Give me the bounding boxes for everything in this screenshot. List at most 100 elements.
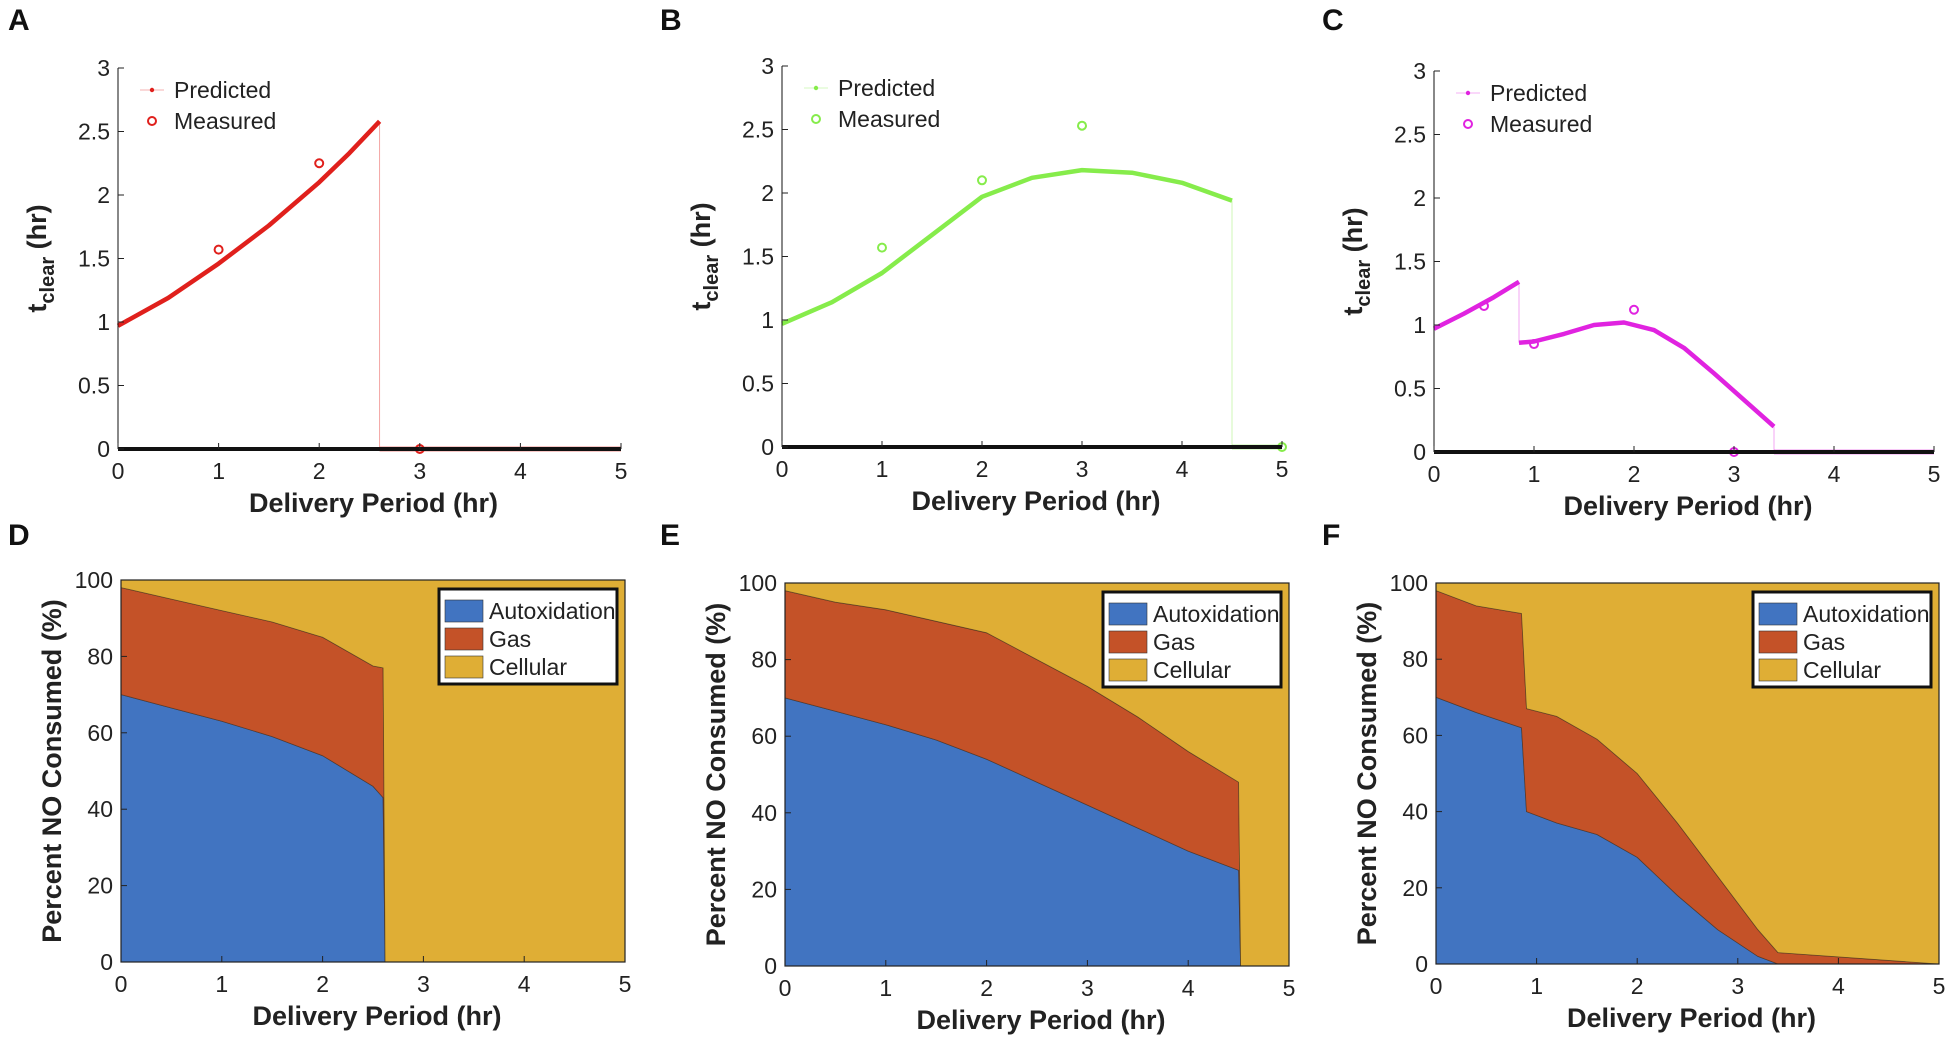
y-axis-title-unit: (hr)	[1338, 207, 1368, 259]
y-tick-label: 60	[87, 720, 113, 746]
x-tick-label: 4	[518, 971, 531, 997]
legend-swatch-autoxidation	[1758, 602, 1798, 626]
x-tick-label: 5	[1933, 973, 1946, 999]
measured-point	[1629, 304, 1639, 315]
legend-label-gas: Gas	[489, 626, 531, 652]
y-tick-label: 0	[1413, 439, 1426, 465]
legend-swatch-autoxidation	[1108, 602, 1148, 626]
x-tick-label: 0	[112, 458, 125, 484]
legend-label-measured: Measured	[1490, 111, 1592, 137]
y-tick-label: 3	[1413, 58, 1426, 84]
y-axis-title: tclear (hr)	[1338, 207, 1375, 315]
y-axis-title: tclear (hr)	[686, 202, 723, 310]
predicted-line	[1518, 320, 1776, 429]
x-tick-label: 3	[1728, 461, 1741, 487]
panel-letter: E	[660, 519, 680, 552]
x-axis-title: Delivery Period (hr)	[1563, 491, 1812, 521]
predicted-line	[1432, 279, 1521, 331]
predicted-line	[781, 167, 1233, 326]
x-tick-label: 5	[615, 458, 628, 484]
x-tick-label: 1	[1530, 973, 1543, 999]
y-axis-title-sub: clear	[37, 257, 59, 304]
measured-point	[1529, 339, 1539, 350]
panel-C: C Predicted Measured 0 1 2 3 4 5 0 0.5 1 1.5 2 2.5 3 Del…	[1322, 4, 1940, 521]
measured-point	[877, 242, 887, 253]
y-tick-label: 2	[97, 182, 110, 208]
y-tick-label: 3	[97, 55, 110, 81]
y-tick-label: 40	[1402, 799, 1428, 825]
predicted-line	[116, 119, 382, 328]
x-tick-label: 4	[514, 458, 527, 484]
legend-label-cellular: Cellular	[489, 654, 567, 680]
x-tick-label: 2	[980, 975, 993, 1001]
x-axis-title: Delivery Period (hr)	[916, 1005, 1165, 1035]
y-tick-label: 100	[739, 570, 777, 596]
y-axis-title: tclear (hr)	[22, 204, 59, 312]
y-tick-label: 20	[751, 876, 777, 902]
x-tick-label: 5	[1283, 975, 1296, 1001]
y-tick-label: 2	[1413, 185, 1426, 211]
y-tick-label: 2	[761, 180, 774, 206]
x-tick-label: 3	[1731, 973, 1744, 999]
measured-point	[314, 158, 325, 169]
x-tick-label: 3	[413, 458, 426, 484]
x-tick-label: 0	[779, 975, 792, 1001]
x-tick-label: 2	[316, 971, 329, 997]
x-tick-label: 5	[1928, 461, 1941, 487]
x-tick-label: 1	[215, 971, 228, 997]
legend-swatch-gas	[1108, 630, 1148, 654]
measured-point	[213, 244, 224, 255]
y-tick-label: 3	[761, 53, 774, 79]
panel-letter: D	[8, 519, 30, 552]
x-tick-label: 3	[417, 971, 430, 997]
y-tick-label: 40	[751, 800, 777, 826]
legend-marker-measured	[1463, 119, 1473, 129]
y-tick-label: 1	[761, 307, 774, 333]
y-tick-label: 0.5	[742, 371, 774, 397]
x-tick-label: 3	[1081, 975, 1094, 1001]
x-tick-label: 5	[619, 971, 632, 997]
x-tick-label: 4	[1832, 973, 1845, 999]
y-axis-title-main: t	[686, 302, 716, 311]
legend-marker-predicted	[1465, 90, 1471, 96]
legend-label-gas: Gas	[1153, 629, 1195, 655]
panel-letter: A	[8, 4, 30, 37]
legend-marker-measured	[811, 114, 821, 124]
x-tick-label: 1	[1528, 461, 1541, 487]
legend-label-predicted: Predicted	[174, 77, 271, 103]
x-tick-label: 2	[976, 456, 989, 482]
legend-swatch-cellular	[1758, 658, 1798, 682]
x-tick-label: 1	[212, 458, 225, 484]
y-axis-title-unit: (hr)	[686, 202, 716, 254]
y-tick-label: 1	[97, 309, 110, 335]
panel-A: A Predicted Measured 0 1 2 3 4 5 0 0.5 1 1.5 2 2.5 3 Del…	[8, 4, 627, 518]
legend-swatch-cellular	[1108, 658, 1148, 682]
y-tick-label: 1	[1413, 312, 1426, 338]
plot-frame	[120, 579, 626, 963]
y-axis-title: Percent NO Consumed (%)	[701, 603, 731, 947]
y-axis-title-unit: (hr)	[22, 204, 52, 256]
x-tick-label: 2	[313, 458, 326, 484]
y-tick-label: 2.5	[742, 117, 774, 143]
x-axis-title: Delivery Period (hr)	[1567, 1003, 1816, 1033]
x-tick-label: 4	[1828, 461, 1841, 487]
y-axis-title-sub: clear	[701, 255, 723, 302]
y-axis-title-sub: clear	[1353, 260, 1375, 307]
x-tick-label: 0	[1428, 461, 1441, 487]
plot-frame	[784, 582, 1290, 967]
legend-swatch-cellular	[444, 655, 484, 679]
x-tick-label: 4	[1176, 456, 1189, 482]
y-tick-label: 2.5	[1394, 122, 1426, 148]
y-axis-title: Percent NO Consumed (%)	[1352, 602, 1382, 946]
y-tick-label: 20	[87, 873, 113, 899]
x-tick-label: 1	[879, 975, 892, 1001]
legend-label-cellular: Cellular	[1803, 657, 1881, 683]
y-tick-label: 80	[87, 643, 113, 669]
panel-B: B Predicted Measured 0 1 2 3 4 5 0 0.5 1 1.5 2 2.5 3 Del…	[660, 4, 1288, 516]
y-tick-label: 0.5	[1394, 376, 1426, 402]
legend-label-measured: Measured	[174, 108, 276, 134]
x-tick-label: 0	[115, 971, 128, 997]
panel-letter: F	[1322, 519, 1340, 552]
